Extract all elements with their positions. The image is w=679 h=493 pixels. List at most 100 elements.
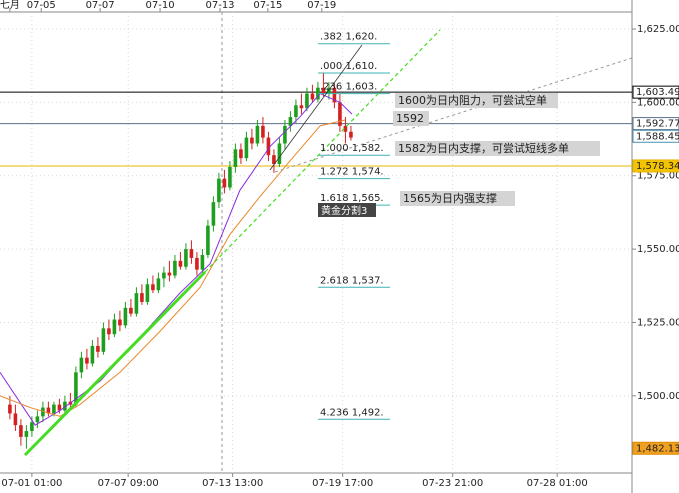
candle-body xyxy=(343,125,348,132)
layer xyxy=(0,43,390,449)
candle-body xyxy=(35,416,40,423)
candle-body xyxy=(41,407,45,417)
top-tick-label: 七月 xyxy=(0,0,20,11)
candle-body xyxy=(195,257,199,270)
trendline xyxy=(204,29,441,273)
candle-body xyxy=(349,131,353,138)
y-tick-label: 1,575.00 xyxy=(637,171,679,182)
candle-body xyxy=(134,293,139,314)
y-tick-label: 1,525.00 xyxy=(637,317,679,328)
annotation: 黄金分割3 xyxy=(321,204,367,217)
x-tick-label: 07-07 09:00 xyxy=(98,478,159,489)
fib-label: .382 1,620. xyxy=(320,32,377,43)
candle-body xyxy=(332,87,337,103)
top-tick-label: 07-10 xyxy=(146,0,175,11)
fib-label: 4.236 1,492. xyxy=(320,407,384,418)
top-tick-label: 07-07 xyxy=(86,0,115,11)
x-tick-label: 07-01 01:00 xyxy=(1,478,62,489)
candle-body xyxy=(118,319,122,326)
candle-body xyxy=(63,401,67,411)
top-tick-label: 07-13 xyxy=(205,0,234,11)
candle-body xyxy=(266,137,271,156)
candle-body xyxy=(151,284,155,291)
x-tick-label: 07-13 13:00 xyxy=(202,478,263,489)
annotations: 1600为日内阻力，可尝试空单 1592 1582为日内支撑，可尝试短线多单 1… xyxy=(318,93,600,217)
fib-label: 1.272 1,574. xyxy=(320,167,384,178)
candle-body xyxy=(178,260,183,267)
x-tick-label: 07-23 21:00 xyxy=(422,478,483,489)
candle-body xyxy=(200,254,205,270)
fib-label: 1.618 1,565. xyxy=(320,193,384,204)
price-tag-label: 1,592.77 xyxy=(636,119,679,130)
annotation: 1600为日内阻力，可尝试空单 xyxy=(398,93,547,107)
candle-body xyxy=(321,87,326,94)
annotation-box xyxy=(395,141,600,156)
candle-body xyxy=(167,272,172,276)
candle-body xyxy=(30,422,34,432)
top-tick-label: 07-15 xyxy=(253,0,282,11)
moving-average xyxy=(0,119,345,417)
candle-body xyxy=(283,125,287,144)
price-tag xyxy=(632,129,679,143)
candle-body xyxy=(239,149,243,159)
candle-body xyxy=(173,260,177,276)
candle-body xyxy=(338,102,342,126)
candle-body xyxy=(305,93,309,109)
annotation-box xyxy=(395,93,558,108)
candle-body xyxy=(112,319,117,335)
candle-body xyxy=(46,407,51,414)
candle-body xyxy=(162,272,166,279)
fib-label: .236 1,603. xyxy=(320,82,377,93)
candle-body xyxy=(123,307,128,326)
top-tick-label: 07-05 xyxy=(27,0,56,11)
candle-body xyxy=(145,284,150,302)
candle-body xyxy=(107,328,111,335)
candle-body xyxy=(140,293,144,302)
candle-body xyxy=(222,178,227,188)
annotation: 1582为日内支撑，可尝试短线多单 xyxy=(398,141,569,155)
candle-body xyxy=(13,413,18,426)
candle-body xyxy=(261,125,265,138)
candle-body xyxy=(272,155,276,165)
candle-body xyxy=(277,143,282,165)
y-tick-label: 1,600.00 xyxy=(637,97,679,108)
candle-body xyxy=(90,345,95,364)
x-tick-label: 07-28 01:00 xyxy=(527,478,588,489)
trendlines xyxy=(23,29,633,457)
candle-body xyxy=(52,404,56,414)
fib-label: 1.000 1,582. xyxy=(320,143,384,154)
candle-body xyxy=(74,372,78,405)
trendline xyxy=(23,270,207,457)
candle-body xyxy=(294,105,298,118)
price-tag xyxy=(632,85,679,99)
y-tick-label: 1,550.00 xyxy=(637,244,679,255)
price-tag xyxy=(632,159,679,173)
annotation: 1592 xyxy=(396,112,424,125)
x-tick-label: 07-19 17:00 xyxy=(312,478,373,489)
candle-body xyxy=(233,149,238,167)
y-tick-label: 1,500.00 xyxy=(637,391,679,402)
candle-body xyxy=(316,87,320,100)
candle-body xyxy=(156,278,161,291)
candle-body xyxy=(255,125,260,144)
y-tick-label: 1,625.00 xyxy=(637,24,679,35)
candle-body xyxy=(79,357,84,373)
annotation: 1565为日内强支撑 xyxy=(403,191,497,205)
fib-label: 2.618 1,537. xyxy=(320,275,384,286)
trendline xyxy=(274,57,633,173)
candle-body xyxy=(57,404,62,411)
candle-body xyxy=(24,431,29,437)
candle-body xyxy=(288,117,293,126)
annotation-box xyxy=(318,203,376,217)
fib-label: .000 1,610. xyxy=(320,61,377,72)
annotation-box xyxy=(393,111,429,126)
candle-body xyxy=(19,425,23,437)
candle-body xyxy=(101,328,106,352)
candle-body xyxy=(85,357,89,364)
candle-body xyxy=(211,202,216,226)
trendline xyxy=(269,44,363,171)
price-tag-label: 1,482.13 xyxy=(636,443,679,454)
candle-body xyxy=(299,105,304,109)
